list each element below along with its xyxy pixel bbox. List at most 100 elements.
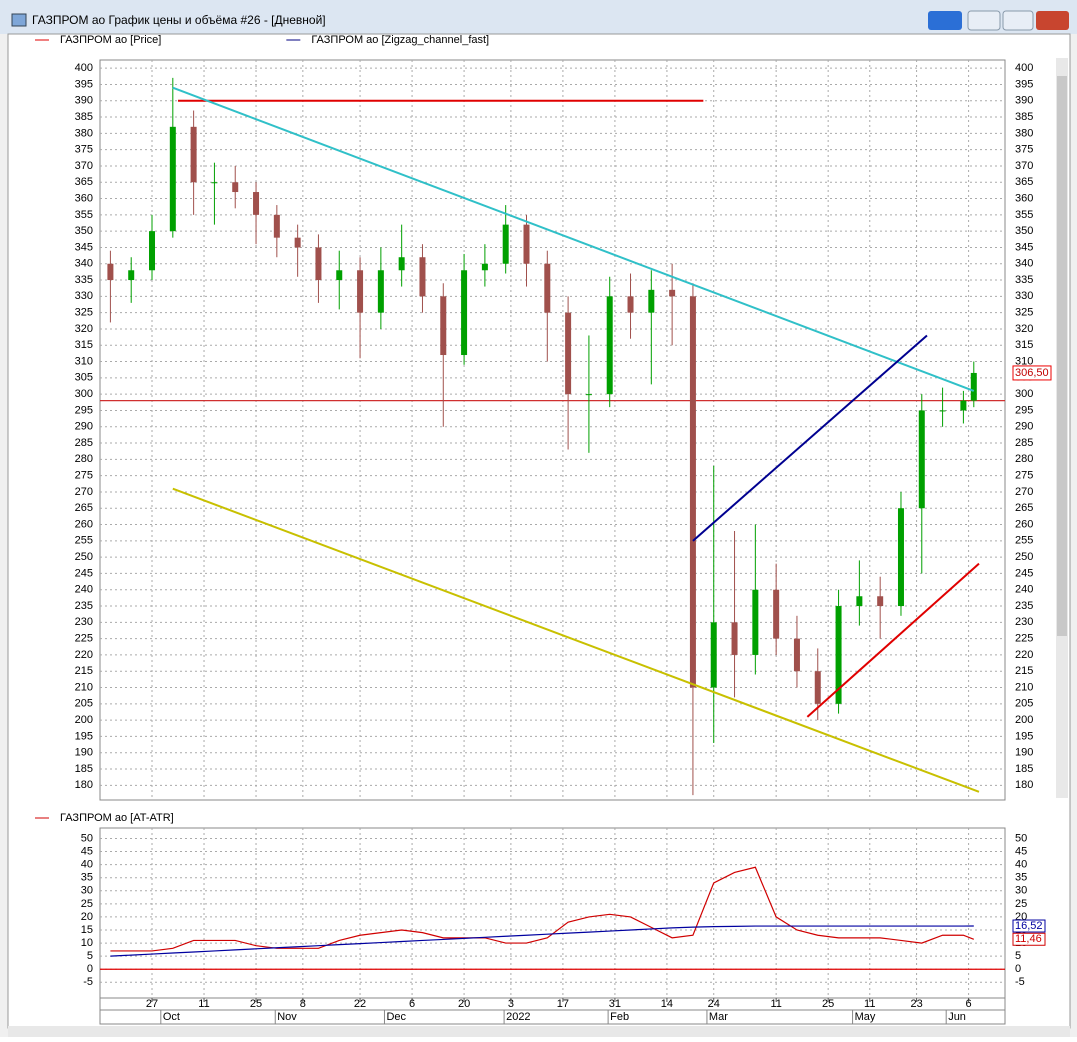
y-tick-label: 180 <box>75 779 93 791</box>
close-button[interactable] <box>1036 11 1069 30</box>
y-tick-label: 330 <box>75 290 93 302</box>
candle-body <box>689 296 696 688</box>
y-tick-label-right: 345 <box>1015 241 1033 253</box>
minimize-button[interactable] <box>967 10 1001 31</box>
y-tick-label-right: 185 <box>1015 763 1033 775</box>
y-tick-label-right: 300 <box>1015 388 1033 400</box>
y-tick-label-right: 210 <box>1015 681 1033 693</box>
y-tick-label: 240 <box>75 584 93 596</box>
last-value-label: 11,46 <box>1015 933 1042 945</box>
candle-body <box>585 394 592 396</box>
y-tick-label: 210 <box>75 681 93 693</box>
scroll-thumb[interactable] <box>1057 76 1067 636</box>
candle-body <box>793 638 800 672</box>
y-tick-label-right: 40 <box>1015 859 1027 871</box>
candle-body <box>190 126 197 183</box>
candle-body <box>814 671 821 704</box>
y-tick-label: 220 <box>75 649 93 661</box>
candle-body <box>232 182 239 193</box>
candle-body <box>565 312 572 395</box>
legend-label: ГАЗПРОМ ао [Price] <box>60 34 161 46</box>
month-label: May <box>855 1011 876 1023</box>
candle-body <box>107 263 114 281</box>
y-tick-label: 235 <box>75 600 93 612</box>
x-tick-label: 31 <box>609 998 621 1010</box>
x-tick-label: 17 <box>557 998 569 1010</box>
y-tick-label: 15 <box>81 924 93 936</box>
x-tick-label: 22 <box>354 998 366 1010</box>
candle-body <box>731 622 738 655</box>
y-tick-label: 375 <box>75 144 93 156</box>
y-tick-label: 50 <box>81 832 93 844</box>
pin-button[interactable] <box>928 11 962 30</box>
y-tick-label: 275 <box>75 470 93 482</box>
legend-label: ГАЗПРОМ ао [AT-ATR] <box>60 812 174 824</box>
y-tick-label-right: 350 <box>1015 225 1033 237</box>
y-tick-label: 360 <box>75 192 93 204</box>
y-tick-label: 340 <box>75 258 93 270</box>
trend-line <box>172 487 980 793</box>
y-tick-label-right: 355 <box>1015 209 1033 221</box>
candle-body <box>398 257 405 271</box>
candle-body <box>877 596 884 607</box>
candle-body <box>357 270 364 313</box>
y-tick-label: 45 <box>81 845 93 857</box>
y-tick-label: 305 <box>75 372 93 384</box>
y-tick-label-right: 330 <box>1015 290 1033 302</box>
y-tick-label-right: 370 <box>1015 160 1033 172</box>
x-tick-label: 25 <box>822 998 834 1010</box>
candle-body <box>481 263 488 271</box>
candle-body <box>606 296 613 395</box>
y-tick-label: 270 <box>75 486 93 498</box>
candle-body <box>273 214 280 238</box>
candle-body <box>544 263 551 313</box>
candle-body <box>897 508 904 607</box>
y-tick-label: 400 <box>75 62 93 74</box>
candle-body <box>627 296 634 313</box>
y-tick-label: -5 <box>83 976 93 988</box>
y-tick-label: 325 <box>75 307 93 319</box>
x-tick-label: 14 <box>661 998 673 1010</box>
month-label: Nov <box>277 1011 297 1023</box>
x-tick-label: 6 <box>409 998 415 1010</box>
y-tick-label: 200 <box>75 714 93 726</box>
y-tick-label-right: 50 <box>1015 832 1027 844</box>
y-tick-label: 230 <box>75 616 93 628</box>
y-tick-label-right: 260 <box>1015 518 1033 530</box>
y-tick-label-right: 390 <box>1015 95 1033 107</box>
y-tick-label-right: 265 <box>1015 502 1033 514</box>
y-tick-label: 0 <box>87 963 93 975</box>
candle-body <box>752 589 759 655</box>
candle-body <box>169 126 176 232</box>
y-tick-label: 335 <box>75 274 93 286</box>
y-tick-label-right: -5 <box>1015 976 1025 988</box>
y-tick-label: 30 <box>81 885 93 897</box>
last-value-box <box>1012 919 1046 933</box>
y-tick-label-right: 380 <box>1015 127 1033 139</box>
plot-area <box>99 827 1006 999</box>
candle-body <box>128 270 135 281</box>
candle-body <box>648 289 655 313</box>
y-tick-label-right: 195 <box>1015 730 1033 742</box>
y-tick-label-right: 280 <box>1015 453 1033 465</box>
h-scrollbar[interactable] <box>8 1026 1070 1037</box>
y-tick-label-right: 250 <box>1015 551 1033 563</box>
y-tick-label-right: 25 <box>1015 898 1027 910</box>
window-title: ГАЗПРОМ ао График цены и объёма #26 - [Д… <box>32 13 326 27</box>
maximize-button[interactable] <box>1002 10 1034 31</box>
y-tick-label-right: 220 <box>1015 649 1033 661</box>
y-tick-label: 250 <box>75 551 93 563</box>
indicator-line <box>110 866 975 952</box>
y-tick-label-right: 385 <box>1015 111 1033 123</box>
y-tick-label-right: 230 <box>1015 616 1033 628</box>
y-tick-label: 20 <box>81 911 93 923</box>
trend-line <box>806 562 980 718</box>
y-tick-label: 370 <box>75 160 93 172</box>
y-tick-label: 395 <box>75 78 93 90</box>
indicator-line <box>110 925 974 957</box>
y-tick-label-right: 365 <box>1015 176 1033 188</box>
app-icon <box>11 13 27 27</box>
y-tick-label-right: 395 <box>1015 78 1033 90</box>
y-tick-label: 5 <box>87 950 93 962</box>
